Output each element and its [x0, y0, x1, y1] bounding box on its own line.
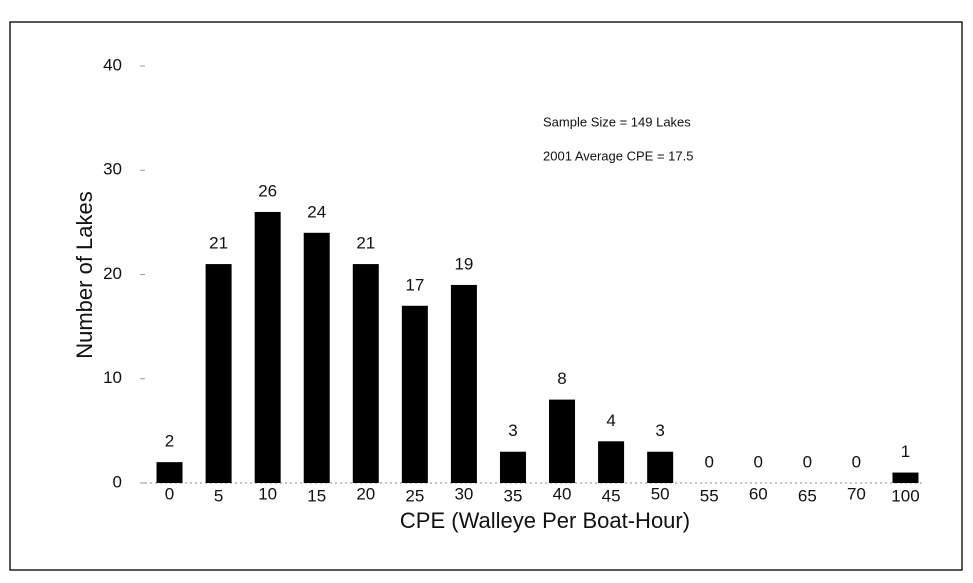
x-tick-label: 70: [847, 484, 866, 503]
data-label: 0: [803, 452, 812, 471]
x-tick-label: 0: [165, 484, 174, 503]
x-tick-label: 15: [307, 486, 326, 505]
data-label: 19: [454, 254, 473, 273]
bar: [156, 462, 183, 483]
x-tick-label: 60: [749, 484, 768, 503]
y-axis-label: Number of Lakes: [72, 191, 97, 359]
data-label: 0: [852, 452, 861, 471]
y-tick-label: 20: [103, 264, 122, 283]
data-label: 0: [754, 452, 763, 471]
bar: [254, 211, 281, 483]
frame: [9, 21, 963, 571]
data-label: 8: [557, 369, 566, 388]
bar: [499, 451, 526, 483]
x-tick-label: 45: [602, 486, 621, 505]
y-tick-label: 30: [103, 160, 122, 179]
annotation: Sample Size = 149 Lakes: [543, 114, 691, 129]
x-axis-label: CPE (Walleye Per Boat-Hour): [400, 508, 690, 533]
bar: [401, 305, 428, 483]
bar: [303, 232, 330, 483]
data-label: 3: [508, 421, 517, 440]
bar: [647, 451, 674, 483]
y-tick-label: 40: [103, 55, 122, 74]
bar: [352, 264, 379, 483]
x-tick-label: 25: [405, 486, 424, 505]
data-label: 24: [307, 202, 326, 221]
data-label: 17: [405, 275, 424, 294]
data-label: 21: [356, 234, 375, 253]
data-label: 0: [704, 452, 713, 471]
data-label: 21: [209, 234, 228, 253]
x-tick-label: 35: [504, 486, 523, 505]
data-label: 3: [655, 421, 664, 440]
data-label: 2: [165, 432, 174, 451]
bar: [205, 264, 232, 483]
data-label: 1: [901, 442, 910, 461]
bar: [892, 472, 919, 483]
annotation: 2001 Average CPE = 17.5: [543, 148, 693, 163]
bar: [450, 284, 477, 483]
bar: [598, 441, 625, 483]
data-label: 26: [258, 181, 277, 200]
x-tick-label: 20: [356, 484, 375, 503]
x-tick-label: 50: [651, 484, 670, 503]
x-tick-label: 5: [214, 486, 223, 505]
x-tick-label: 55: [700, 486, 719, 505]
x-tick-label: 30: [454, 484, 473, 503]
y-tick-label: 10: [103, 368, 122, 387]
bar: [549, 399, 576, 483]
x-tick-label: 10: [258, 484, 277, 503]
x-tick-label: 100: [891, 486, 919, 505]
x-tick-label: 65: [798, 486, 817, 505]
data-label: 4: [606, 411, 615, 430]
x-tick-label: 40: [553, 484, 572, 503]
y-tick-label: 0: [113, 472, 122, 491]
